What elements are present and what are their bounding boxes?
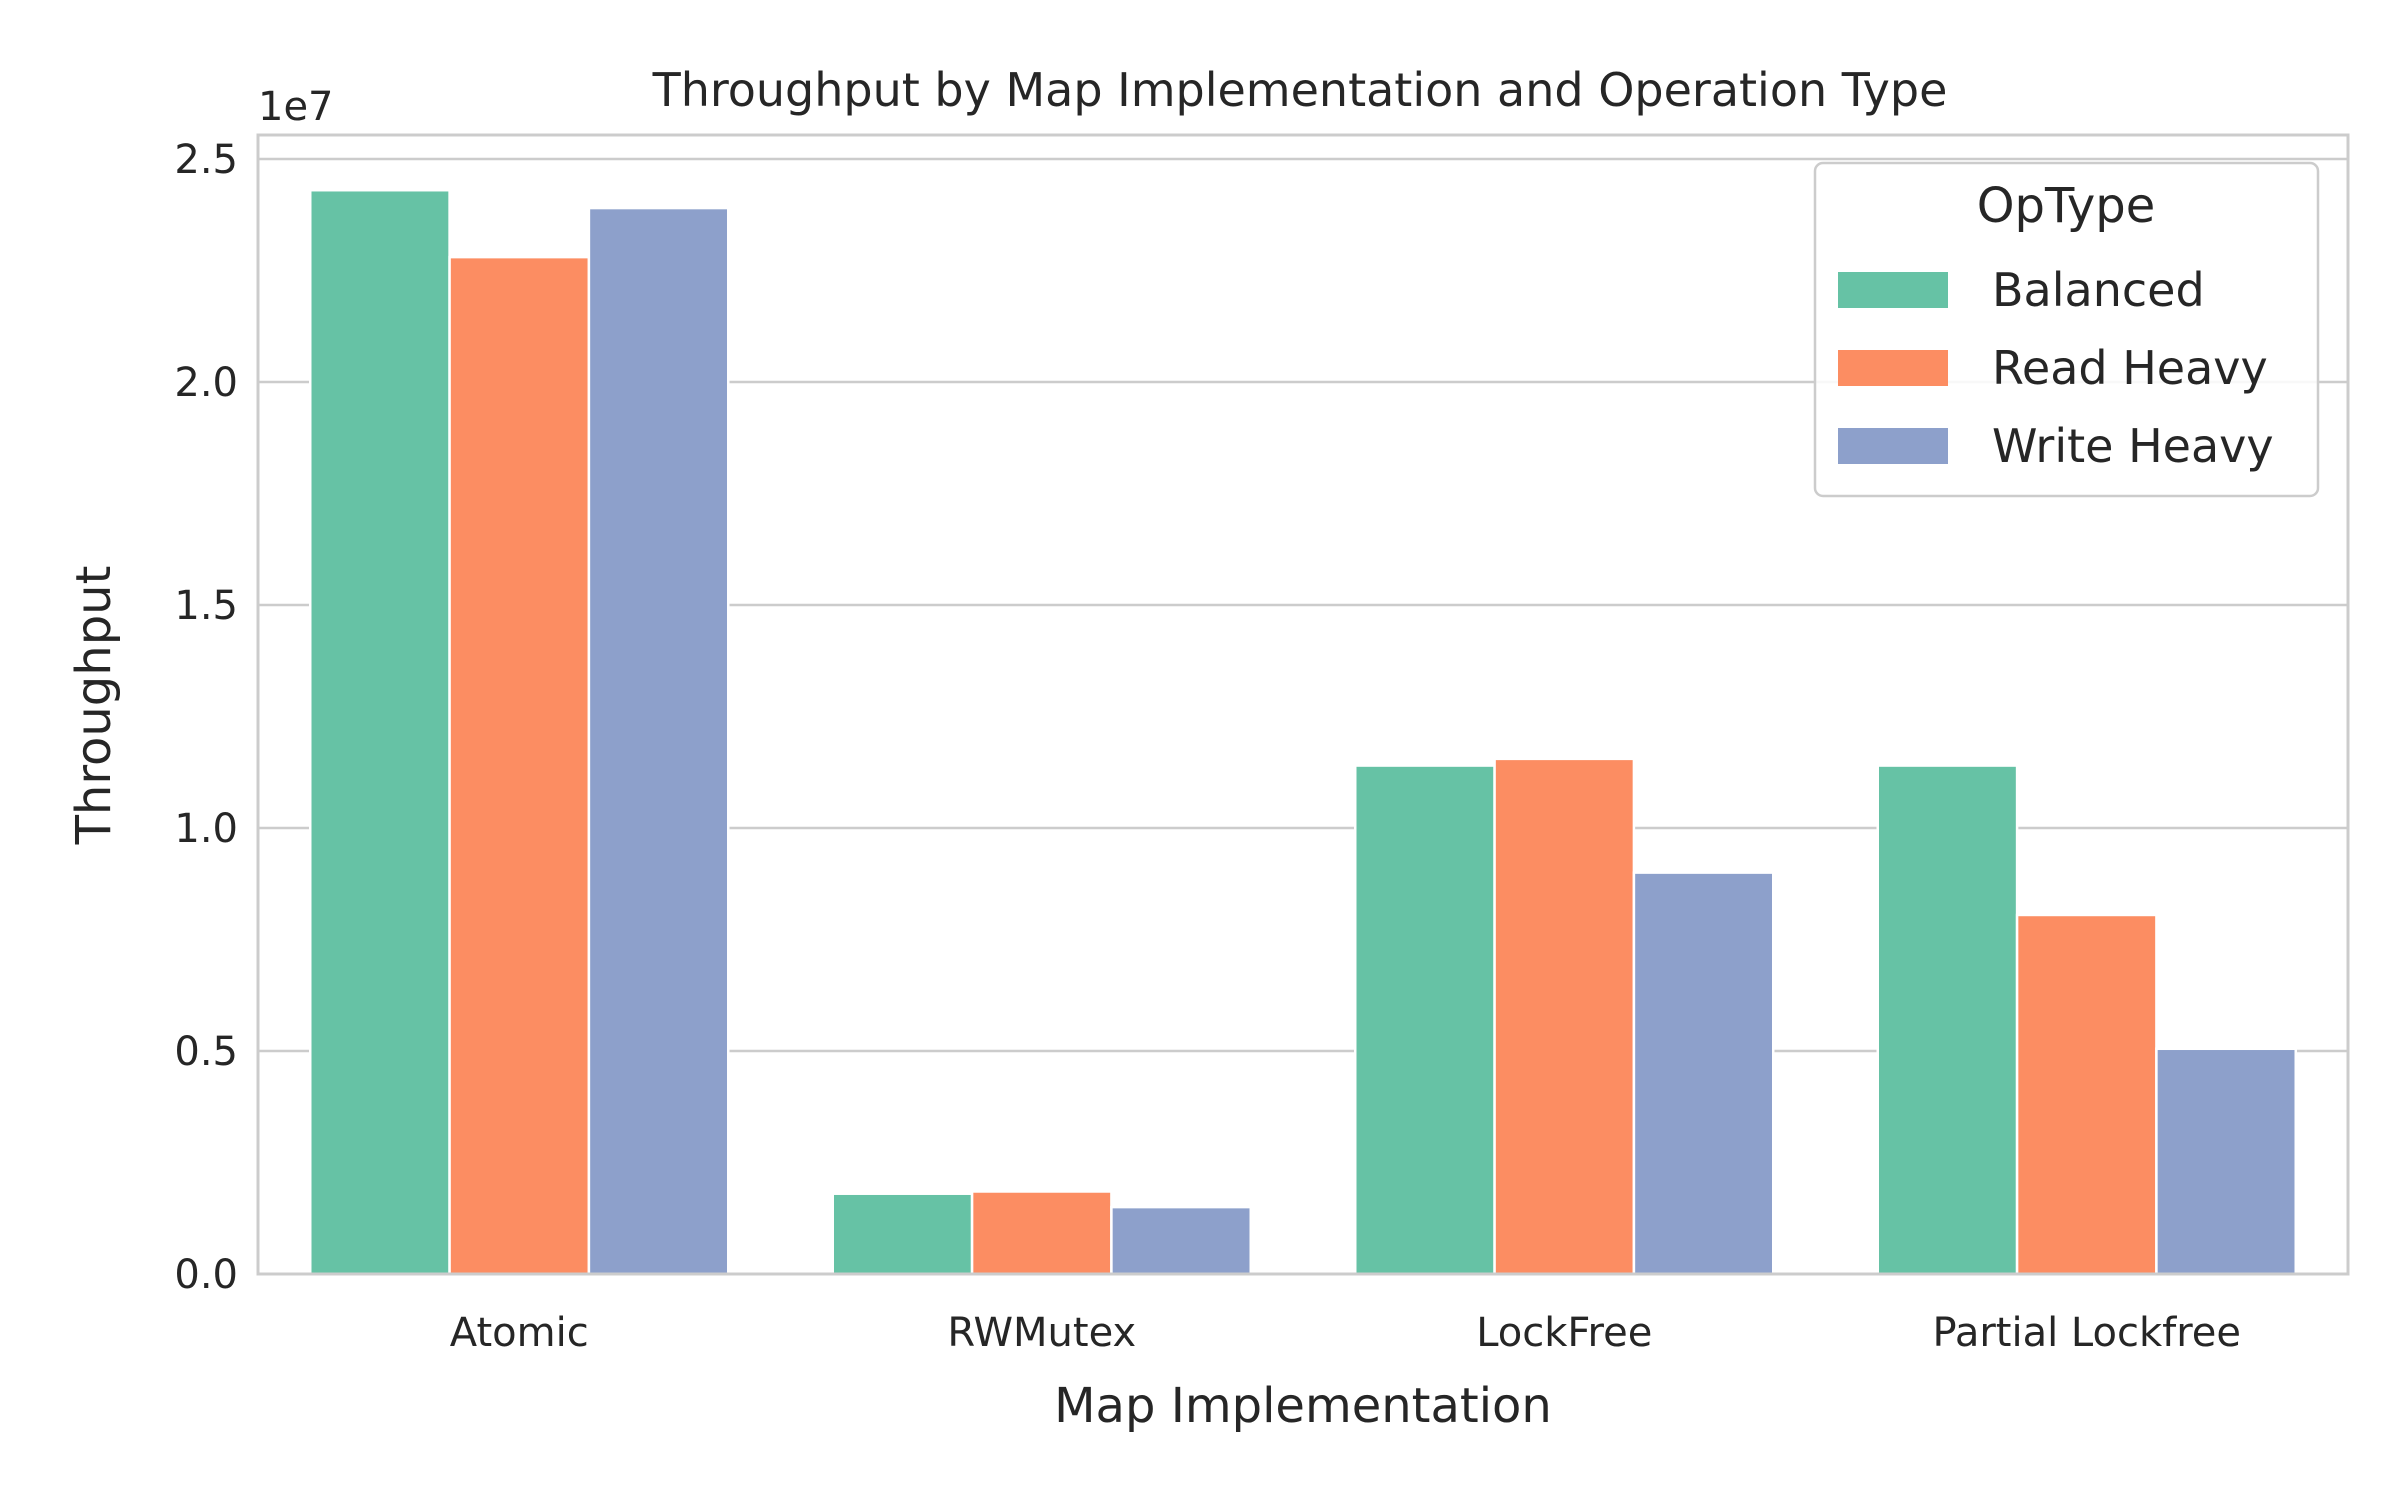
y-tick-label: 0.0 [174, 1252, 238, 1298]
bar-balanced-rwmutex [831, 1192, 974, 1276]
legend-label: Write Heavy [1992, 419, 2274, 473]
bar-write-heavy-partial-lockfree [2155, 1047, 2298, 1276]
legend-frame [1813, 161, 2320, 498]
x-axis-label: Map Implementation [1054, 1378, 1552, 1434]
chart-title: Throughput by Map Implementation and Ope… [652, 63, 1948, 117]
legend: OpType Balanced Read Heavy Write Heavy [1813, 161, 2320, 498]
y-offset-label: 1e7 [258, 84, 334, 130]
bar-write-heavy-lockfree [1632, 871, 1775, 1276]
bar-read-heavy-partial-lockfree [2015, 913, 2158, 1276]
bar-write-heavy-rwmutex [1110, 1205, 1252, 1276]
legend-label: Read Heavy [1992, 341, 2268, 395]
bar-read-heavy-lockfree [1493, 757, 1636, 1276]
bar-read-heavy-atomic [448, 255, 591, 1276]
y-axis-label: Throughput [66, 566, 122, 846]
legend-title: OpType [1977, 178, 2156, 234]
bars [309, 188, 2298, 1276]
bar-read-heavy-rwmutex [970, 1190, 1113, 1276]
legend-swatch-write-heavy [1838, 428, 1948, 464]
bar-balanced-atomic [309, 188, 451, 1276]
bar-balanced-lockfree [1354, 764, 1496, 1276]
y-tick-labels: 0.0 0.5 1.0 1.5 2.0 2.5 [174, 137, 238, 1298]
bar-write-heavy-atomic [587, 206, 730, 1276]
x-tick-label: LockFree [1476, 1310, 1652, 1356]
y-tick-label: 1.0 [174, 806, 238, 852]
y-tick-label: 0.5 [174, 1029, 238, 1075]
x-tick-label: RWMutex [947, 1310, 1136, 1356]
y-tick-label: 2.0 [174, 360, 238, 406]
legend-swatch-read-heavy [1838, 350, 1948, 386]
x-tick-labels: Atomic RWMutex LockFree Partial Lockfree [450, 1310, 2241, 1356]
y-tick-label: 2.5 [174, 137, 238, 183]
legend-swatch-balanced [1838, 272, 1948, 308]
x-tick-label: Atomic [450, 1310, 589, 1356]
plot-frame [256, 133, 2350, 1276]
bar-balanced-partial-lockfree [1876, 764, 2019, 1276]
legend-entries: Balanced Read Heavy Write Heavy [1838, 263, 2274, 473]
x-tick-label: Partial Lockfree [1933, 1310, 2242, 1356]
y-tick-label: 1.5 [174, 583, 238, 629]
legend-label: Balanced [1992, 263, 2205, 317]
